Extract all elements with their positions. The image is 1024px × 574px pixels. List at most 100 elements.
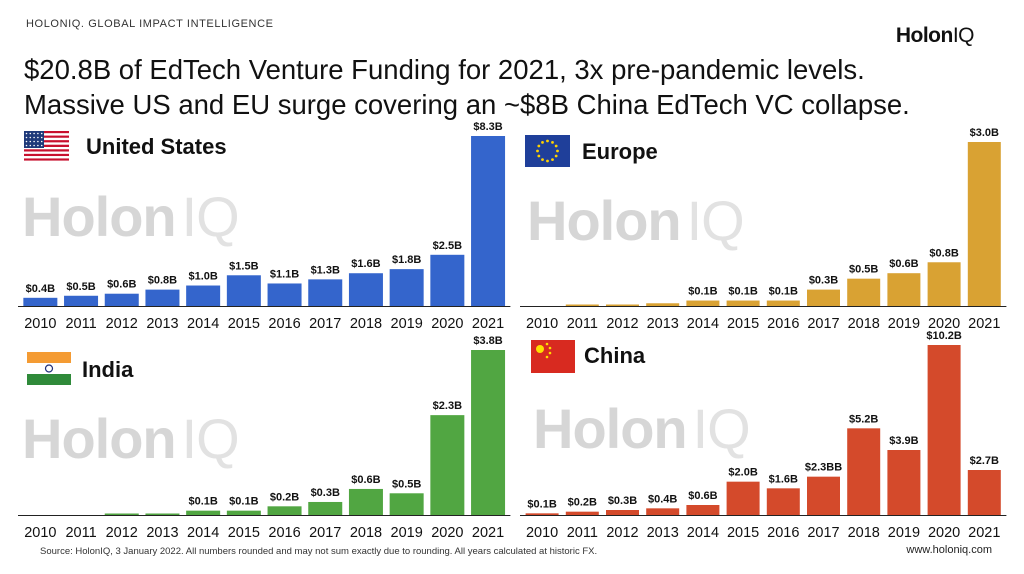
tick-label-china-2016: 2016 (767, 525, 799, 541)
bar-china-2013 (646, 508, 680, 515)
brand-logo-main: Holon (895, 24, 953, 47)
bar-united-states-2012 (104, 293, 139, 306)
tick-label-europe-2010: 2010 (526, 316, 558, 332)
tick-label-united-states-2020: 2020 (431, 316, 463, 332)
data-label-china-2014: $0.6B (688, 490, 717, 502)
data-label-india-2019: $0.5B (392, 478, 421, 490)
chart-panel-india: India 2010 2011 2012 2013 $0.1B 2014 $0.1B 2015 $… (18, 335, 511, 541)
bar-india-2016 (267, 506, 302, 515)
tick-label-europe-2011: 2011 (567, 316, 598, 332)
data-label-china-2021: $2.7B (970, 455, 999, 467)
data-label-europe-2014: $0.1B (688, 286, 717, 298)
tick-label-europe-2013: 2013 (647, 316, 679, 332)
tick-label-united-states-2011: 2011 (65, 316, 96, 332)
tick-label-india-2016: 2016 (268, 525, 300, 541)
tick-label-europe-2020: 2020 (928, 316, 960, 332)
bar-china-2015 (726, 481, 760, 515)
tick-label-united-states-2018: 2018 (350, 316, 382, 332)
tick-label-europe-2018: 2018 (848, 316, 880, 332)
bar-china-2017 (807, 476, 840, 515)
data-label-china-2019: $3.9B (889, 435, 918, 447)
data-label-united-states-2021: $8.3B (473, 121, 502, 133)
data-label-china-2010: $0.1B (527, 498, 556, 510)
tick-label-india-2020: 2020 (431, 525, 463, 541)
tick-label-china-2011: 2011 (567, 525, 598, 541)
tick-label-china-2015: 2015 (727, 525, 759, 541)
bar-europe-2013 (646, 303, 680, 306)
brand-logo: HolonIQ (895, 24, 975, 48)
bar-india-2018 (348, 488, 383, 515)
tick-label-united-states-2019: 2019 (391, 316, 423, 332)
data-label-united-states-2017: $1.3B (311, 264, 340, 276)
tick-label-india-2019: 2019 (391, 525, 423, 541)
bar-europe-2011 (565, 304, 599, 306)
data-label-europe-2015: $0.1B (728, 286, 757, 298)
bar-united-states-2015 (226, 275, 261, 306)
tick-label-india-2018: 2018 (350, 525, 382, 541)
tick-label-united-states-2021: 2021 (472, 316, 504, 332)
data-label-europe-2018: $0.5B (849, 264, 878, 276)
data-label-united-states-2012: $0.6B (107, 279, 136, 291)
bar-united-states-2021 (471, 136, 506, 306)
bar-china-2020 (927, 345, 961, 515)
tick-label-united-states-2015: 2015 (228, 316, 260, 332)
data-label-europe-2021: $3.0B (970, 127, 999, 139)
data-label-china-2015: $2.0B (728, 467, 757, 479)
bar-europe-2018 (847, 278, 881, 306)
data-label-india-2021: $3.8B (473, 335, 502, 347)
watermark-india: Holon IQ (22, 407, 240, 470)
page-title-line-1: $20.8B of EdTech Venture Funding for 202… (24, 54, 865, 85)
tick-label-india-2010: 2010 (24, 525, 56, 541)
tick-label-united-states-2010: 2010 (24, 316, 56, 332)
tick-label-united-states-2013: 2013 (146, 316, 178, 332)
bar-united-states-2017 (308, 279, 343, 306)
tick-label-europe-2017: 2017 (807, 316, 839, 332)
page-title: $20.8B of EdTech Venture Funding for 202… (24, 52, 910, 122)
data-label-europe-2020: $0.8B (929, 247, 958, 259)
tick-label-india-2015: 2015 (228, 525, 260, 541)
bar-united-states-2016 (267, 283, 302, 306)
data-label-europe-2017: $0.3B (809, 275, 838, 287)
data-label-united-states-2013: $0.8B (148, 275, 177, 287)
data-label-china-2013: $0.4B (648, 493, 677, 505)
bar-united-states-2010 (23, 297, 58, 306)
bar-china-2021 (967, 470, 1001, 515)
us-flag-icon (24, 131, 69, 163)
data-label-india-2016: $0.2B (270, 491, 299, 503)
data-label-europe-2016: $0.1B (769, 286, 798, 298)
bar-china-2012 (606, 510, 639, 515)
tick-label-europe-2021: 2021 (968, 316, 1000, 332)
tick-label-china-2020: 2020 (928, 525, 960, 541)
data-label-china-2012: $0.3B (608, 495, 637, 507)
bar-china-2019 (887, 450, 921, 515)
bar-united-states-2020 (430, 254, 465, 306)
bar-china-2010 (525, 513, 559, 515)
bar-united-states-2018 (348, 273, 383, 306)
tick-label-india-2014: 2014 (187, 525, 219, 541)
bar-united-states-2019 (389, 269, 424, 306)
data-label-united-states-2019: $1.8B (392, 254, 421, 266)
tick-label-china-2018: 2018 (848, 525, 880, 541)
tick-label-united-states-2017: 2017 (309, 316, 341, 332)
data-label-united-states-2018: $1.6B (351, 258, 380, 270)
data-label-india-2017: $0.3B (311, 487, 340, 499)
data-label-united-states-2014: $1.0B (188, 271, 217, 283)
tick-label-china-2021: 2021 (968, 525, 1000, 541)
data-label-china-2020: $10.2B (926, 330, 962, 342)
bar-china-2016 (766, 488, 800, 515)
chart-title-india: India (82, 357, 134, 382)
tick-label-china-2014: 2014 (687, 525, 719, 541)
tick-label-india-2017: 2017 (309, 525, 341, 541)
bar-india-2014 (186, 510, 221, 515)
bar-europe-2015 (726, 300, 760, 306)
bar-europe-2021 (967, 142, 1001, 306)
data-label-india-2015: $0.1B (229, 496, 258, 508)
tick-label-china-2017: 2017 (807, 525, 839, 541)
website-link[interactable]: www.holoniq.com (906, 544, 992, 556)
source-note: Source: HolonIQ, 3 January 2022. All num… (40, 546, 598, 557)
chart-title-china: China (584, 343, 646, 368)
chart-panel-united-states: United States $0.4B 2010 $0.5B 2011 $0.6B 2012… (18, 121, 511, 332)
kicker-text: HOLONIQ. GLOBAL IMPACT INTELLIGENCE (26, 18, 274, 30)
data-label-united-states-2016: $1.1B (270, 268, 299, 280)
